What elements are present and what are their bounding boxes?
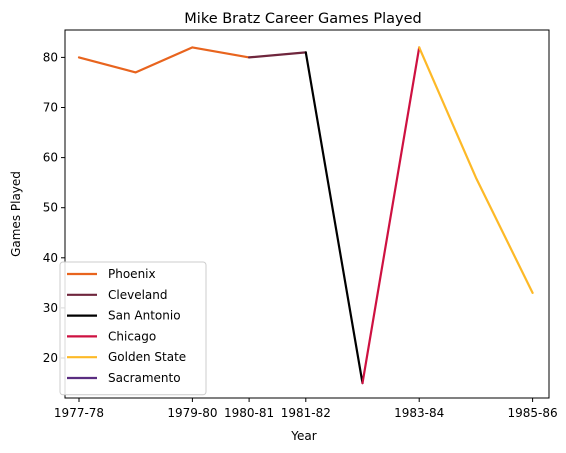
y-tick-label: 60 <box>43 151 58 165</box>
chart-title: Mike Bratz Career Games Played <box>184 11 421 27</box>
y-axis-label: Games Played <box>9 171 23 257</box>
y-tick-label: 40 <box>43 251 58 265</box>
series-line-golden-state <box>418 46 534 294</box>
x-tick-label: 1985-86 <box>508 406 558 420</box>
x-axis: 1977-78 1979-80 1980-81 1981-82 1983-84 1985-… <box>54 398 558 420</box>
series-line-san-antonio <box>304 51 364 385</box>
y-tick-label: 50 <box>43 201 58 215</box>
legend-label: Sacramento <box>108 371 181 385</box>
x-axis-label: Year <box>290 429 316 443</box>
legend-label: Phoenix <box>108 267 156 281</box>
legend: Phoenix Cleveland San Antonio Chicago Golden… <box>59 261 207 396</box>
x-tick-label: 1979-80 <box>167 406 217 420</box>
legend-label: Chicago <box>108 329 156 343</box>
legend-label: Cleveland <box>108 288 168 302</box>
x-tick-label: 1983-84 <box>394 406 444 420</box>
x-tick-label: 1977-78 <box>54 406 104 420</box>
y-axis: 20 30 40 50 60 70 80 <box>43 50 65 365</box>
series-line-phoenix <box>77 46 251 74</box>
series-line-chicago <box>361 46 421 385</box>
plot-lines <box>77 46 534 385</box>
y-tick-label: 30 <box>43 301 58 315</box>
y-tick-label: 20 <box>43 351 58 365</box>
legend-label: Golden State <box>108 350 186 364</box>
series-line-cleveland <box>248 51 307 59</box>
plot-frame <box>64 29 550 399</box>
x-tick-label: 1981-82 <box>281 406 331 420</box>
y-tick-label: 80 <box>43 50 58 64</box>
y-tick-label: 70 <box>43 101 58 115</box>
legend-label: San Antonio <box>108 309 181 323</box>
x-tick-label: 1980-81 <box>224 406 274 420</box>
